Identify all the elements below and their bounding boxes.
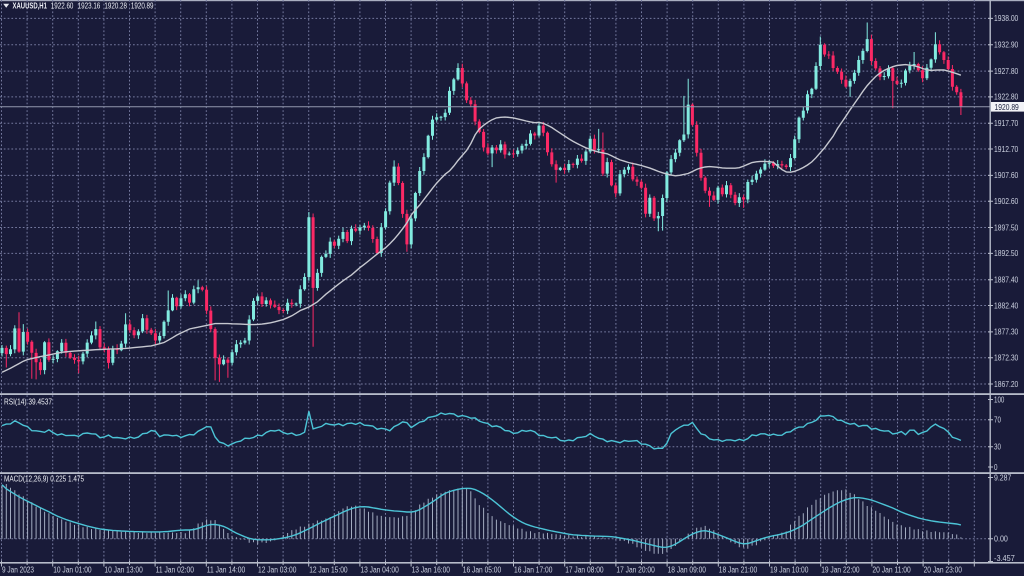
svg-text:10 Jan 13:00: 10 Jan 13:00 bbox=[104, 566, 143, 575]
svg-text:1882.40: 1882.40 bbox=[994, 301, 1019, 310]
svg-text:1867.20: 1867.20 bbox=[994, 380, 1019, 389]
svg-text:0: 0 bbox=[994, 463, 998, 472]
svg-text:1887.40: 1887.40 bbox=[994, 276, 1019, 285]
svg-text:13 Jan 04:00: 13 Jan 04:00 bbox=[360, 566, 399, 575]
svg-text:1932.90: 1932.90 bbox=[994, 41, 1019, 50]
svg-text:11 Jan 14:00: 11 Jan 14:00 bbox=[207, 566, 246, 575]
svg-text:12 Jan 03:00: 12 Jan 03:00 bbox=[258, 566, 297, 575]
svg-text:19 Jan 10:00: 19 Jan 10:00 bbox=[770, 566, 809, 575]
svg-text:RSI(14) 39.4537: RSI(14) 39.4537 bbox=[4, 398, 52, 407]
svg-text:0.00: 0.00 bbox=[994, 535, 1008, 544]
svg-text:12 Jan 15:00: 12 Jan 15:00 bbox=[309, 566, 348, 575]
svg-text:1892.50: 1892.50 bbox=[994, 249, 1019, 258]
svg-text:13 Jan 16:00: 13 Jan 16:00 bbox=[412, 566, 451, 575]
svg-text:1872.30: 1872.30 bbox=[994, 354, 1019, 363]
svg-text:1920.89: 1920.89 bbox=[995, 103, 1020, 112]
svg-text:18 Jan 21:00: 18 Jan 21:00 bbox=[719, 566, 758, 575]
svg-text:1902.60: 1902.60 bbox=[994, 197, 1019, 206]
svg-text:19 Jan 22:00: 19 Jan 22:00 bbox=[821, 566, 860, 575]
svg-text:1922.80: 1922.80 bbox=[994, 93, 1019, 102]
svg-text:20 Jan 11:00: 20 Jan 11:00 bbox=[872, 566, 911, 575]
svg-text:18 Jan 09:00: 18 Jan 09:00 bbox=[668, 566, 707, 575]
svg-text:16 Jan 17:00: 16 Jan 17:00 bbox=[514, 566, 553, 575]
svg-text:MACD(12,26,9) 0.225 1.475: MACD(12,26,9) 0.225 1.475 bbox=[4, 475, 84, 484]
svg-text:XAUUSD,H1: XAUUSD,H1 bbox=[13, 0, 48, 10]
svg-text:1938.00: 1938.00 bbox=[994, 14, 1019, 23]
svg-text:70: 70 bbox=[994, 416, 1001, 425]
svg-text:1920.89: 1920.89 bbox=[131, 0, 154, 10]
svg-text:100: 100 bbox=[994, 395, 1005, 404]
svg-text:1922.60: 1922.60 bbox=[51, 0, 74, 10]
svg-text:17 Jan 20:00: 17 Jan 20:00 bbox=[616, 566, 655, 575]
svg-text:9 Jan 2023: 9 Jan 2023 bbox=[2, 566, 34, 575]
svg-text:1920.28: 1920.28 bbox=[104, 0, 127, 10]
svg-text:1927.80: 1927.80 bbox=[994, 67, 1019, 76]
svg-text:1877.30: 1877.30 bbox=[994, 328, 1019, 337]
svg-text:9.287: 9.287 bbox=[994, 473, 1012, 482]
svg-text:1912.70: 1912.70 bbox=[994, 145, 1019, 154]
svg-text:1897.50: 1897.50 bbox=[994, 223, 1019, 232]
svg-text:1923.16: 1923.16 bbox=[78, 0, 101, 10]
svg-text:-3.457: -3.457 bbox=[994, 554, 1015, 563]
svg-text:10 Jan 01:00: 10 Jan 01:00 bbox=[53, 566, 92, 575]
svg-text:20 Jan 23:00: 20 Jan 23:00 bbox=[924, 566, 963, 575]
svg-text:1917.70: 1917.70 bbox=[994, 119, 1019, 128]
svg-text:30: 30 bbox=[994, 443, 1001, 452]
svg-text:16 Jan 05:00: 16 Jan 05:00 bbox=[463, 566, 502, 575]
svg-text:1907.60: 1907.60 bbox=[994, 171, 1019, 180]
svg-text:17 Jan 08:00: 17 Jan 08:00 bbox=[565, 566, 604, 575]
svg-text:11 Jan 02:00: 11 Jan 02:00 bbox=[156, 566, 195, 575]
